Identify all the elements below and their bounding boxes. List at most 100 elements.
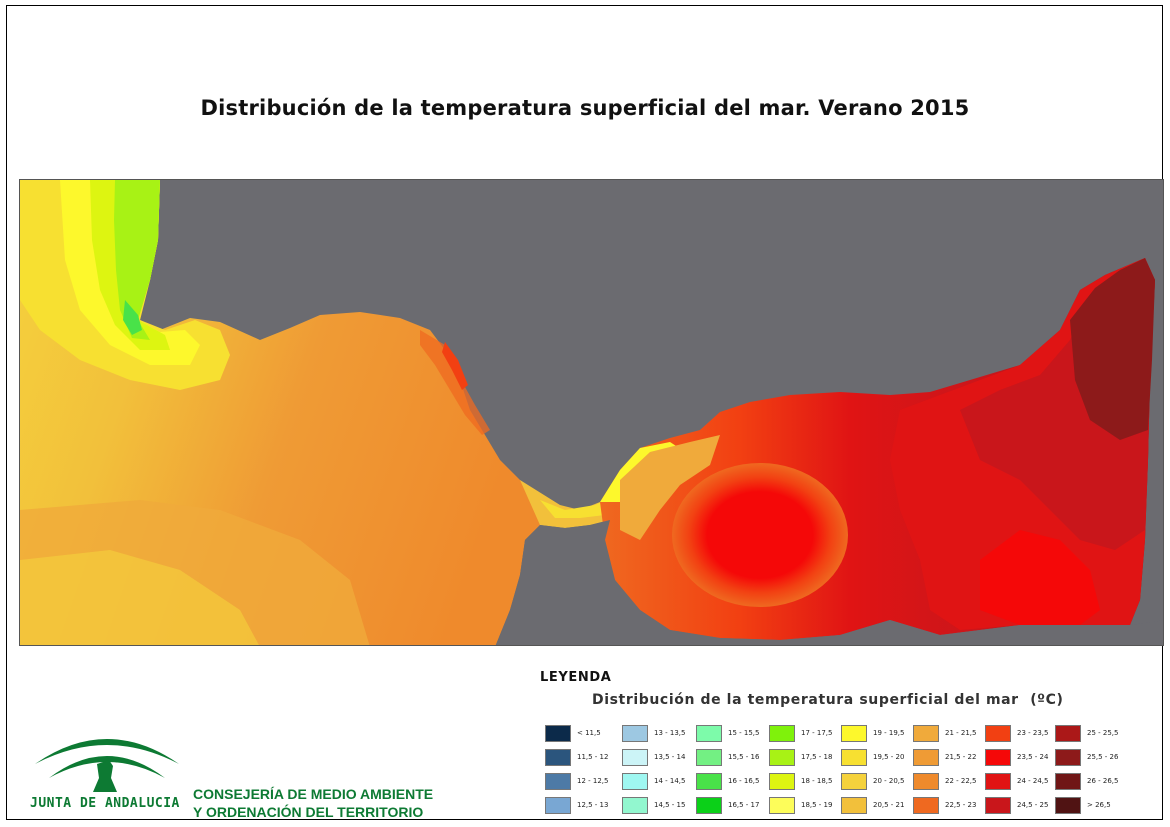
atlantic-south-cool: [20, 550, 259, 645]
legend-swatch: [1055, 725, 1081, 742]
legend-label: 22 - 22,5: [945, 777, 977, 785]
legend-swatch: [622, 797, 648, 814]
legend-item: 19,5 - 20: [841, 749, 913, 767]
legend-label: 15 - 15,5: [728, 729, 760, 737]
legend-swatch: [769, 773, 795, 790]
legend-label: 13 - 13,5: [654, 729, 686, 737]
legend-item: 17 - 17,5: [769, 725, 841, 743]
legend-item: 20 - 20,5: [841, 773, 913, 791]
department-line-2: Y ORDENACIÓN DEL TERRITORIO: [193, 804, 424, 820]
alboran-east-maroon: [1070, 258, 1155, 440]
legend-unit: (ºC): [1030, 692, 1064, 708]
legend-item: 25,5 - 26: [1055, 749, 1127, 767]
atlantic-upwelling-core: [123, 300, 142, 335]
legend-item: 26 - 26,5: [1055, 773, 1127, 791]
legend-swatch: [841, 773, 867, 790]
legend-swatch: [841, 749, 867, 766]
legend-label: 23 - 23,5: [1017, 729, 1049, 737]
legend-label: < 11,5: [577, 729, 601, 737]
legend-swatch: [622, 773, 648, 790]
legend-swatch: [985, 773, 1011, 790]
legend-item: 12 - 12,5: [545, 773, 617, 791]
legend-label: 18 - 18,5: [801, 777, 833, 785]
logo-arc-outer: [35, 739, 179, 764]
legend-item: 13 - 13,5: [622, 725, 694, 743]
legend-swatch: [913, 773, 939, 790]
alboran-inflow-orange: [620, 435, 720, 540]
logo-text: JUNTA DE ANDALUCIA: [30, 796, 180, 811]
legend-swatch: [696, 749, 722, 766]
legend-swatch: [985, 725, 1011, 742]
atlantic-upwelling-green: [114, 180, 160, 340]
legend-item: 20,5 - 21: [841, 797, 913, 815]
legend-item: 25 - 25,5: [1055, 725, 1127, 743]
legend-item: 18 - 18,5: [769, 773, 841, 791]
department-line-1: CONSEJERÍA DE MEDIO AMBIENTE: [193, 786, 434, 802]
legend-label: 19 - 19,5: [873, 729, 905, 737]
southern-coast: [495, 520, 1163, 645]
legend-label: 12 - 12,5: [577, 777, 609, 785]
legend-item: 17,5 - 18: [769, 749, 841, 767]
legend-label: 26 - 26,5: [1087, 777, 1119, 785]
legend-item: 15,5 - 16: [696, 749, 768, 767]
legend-label: 19,5 - 20: [873, 753, 905, 761]
alboran-west-gyre: [672, 463, 848, 607]
legend-label: 13,5 - 14: [654, 753, 686, 761]
strait-channel: [540, 498, 610, 518]
legend-label: 23,5 - 24: [1017, 753, 1049, 761]
legend-swatch: [696, 797, 722, 814]
legend-label: 12,5 - 13: [577, 801, 609, 809]
legend-swatch: [696, 773, 722, 790]
logo-column: [93, 760, 117, 792]
legend-swatch: [769, 725, 795, 742]
legend-item: 15 - 15,5: [696, 725, 768, 743]
legend-swatch: [545, 749, 571, 766]
legend-swatch: [913, 749, 939, 766]
legend-item: 12,5 - 13: [545, 797, 617, 815]
legend-item: 14 - 14,5: [622, 773, 694, 791]
legend-swatch: [985, 749, 1011, 766]
legend-swatch: [545, 797, 571, 814]
legend-subtitle: Distribución de la temperatura superfici…: [592, 692, 1064, 708]
legend-swatch: [622, 749, 648, 766]
legend-label: 15,5 - 16: [728, 753, 760, 761]
legend-swatch: [1055, 749, 1081, 766]
legend-label: 24,5 - 25: [1017, 801, 1049, 809]
legend-swatch: [1055, 797, 1081, 814]
legend-swatch: [545, 725, 571, 742]
legend-label: 18,5 - 19: [801, 801, 833, 809]
legend-item: 21,5 - 22: [913, 749, 985, 767]
legend-label: 24 - 24,5: [1017, 777, 1049, 785]
legend-swatch: [841, 725, 867, 742]
legend-item: 13,5 - 14: [622, 749, 694, 767]
legend-item: 16,5 - 17: [696, 797, 768, 815]
legend-label: 22,5 - 23: [945, 801, 977, 809]
legend-swatch: [1055, 773, 1081, 790]
legend-item: 22 - 22,5: [913, 773, 985, 791]
legend-heading: LEYENDA: [540, 670, 612, 685]
legend-swatch: [913, 725, 939, 742]
sst-map: [19, 179, 1164, 646]
alboran-east-bright: [980, 530, 1100, 625]
sst-map-canvas: [20, 180, 1163, 645]
legend-grid: < 11,5 11,5 - 12 12 - 12,5 12,5 - 13 13 - 13…: [545, 725, 1155, 821]
legend-label: 14,5 - 15: [654, 801, 686, 809]
map-title: Distribución de la temperatura superfici…: [200, 96, 970, 120]
legend-item: 23,5 - 24: [985, 749, 1057, 767]
legend-label: 20 - 20,5: [873, 777, 905, 785]
legend-swatch: [622, 725, 648, 742]
legend-swatch: [769, 749, 795, 766]
legend-label: 25,5 - 26: [1087, 753, 1119, 761]
legend-label: 17 - 17,5: [801, 729, 833, 737]
legend-item: 19 - 19,5: [841, 725, 913, 743]
legend-label: 14 - 14,5: [654, 777, 686, 785]
junta-andalucia-logo: [35, 739, 179, 792]
legend-item: 11,5 - 12: [545, 749, 617, 767]
legend-subtitle-text: Distribución de la temperatura superfici…: [592, 692, 1019, 708]
legend-item: > 26,5: [1055, 797, 1127, 815]
legend-label: 20,5 - 21: [873, 801, 905, 809]
legend-label: 21 - 21,5: [945, 729, 977, 737]
legend-swatch: [545, 773, 571, 790]
legend-item: 14,5 - 15: [622, 797, 694, 815]
legend-item: 16 - 16,5: [696, 773, 768, 791]
